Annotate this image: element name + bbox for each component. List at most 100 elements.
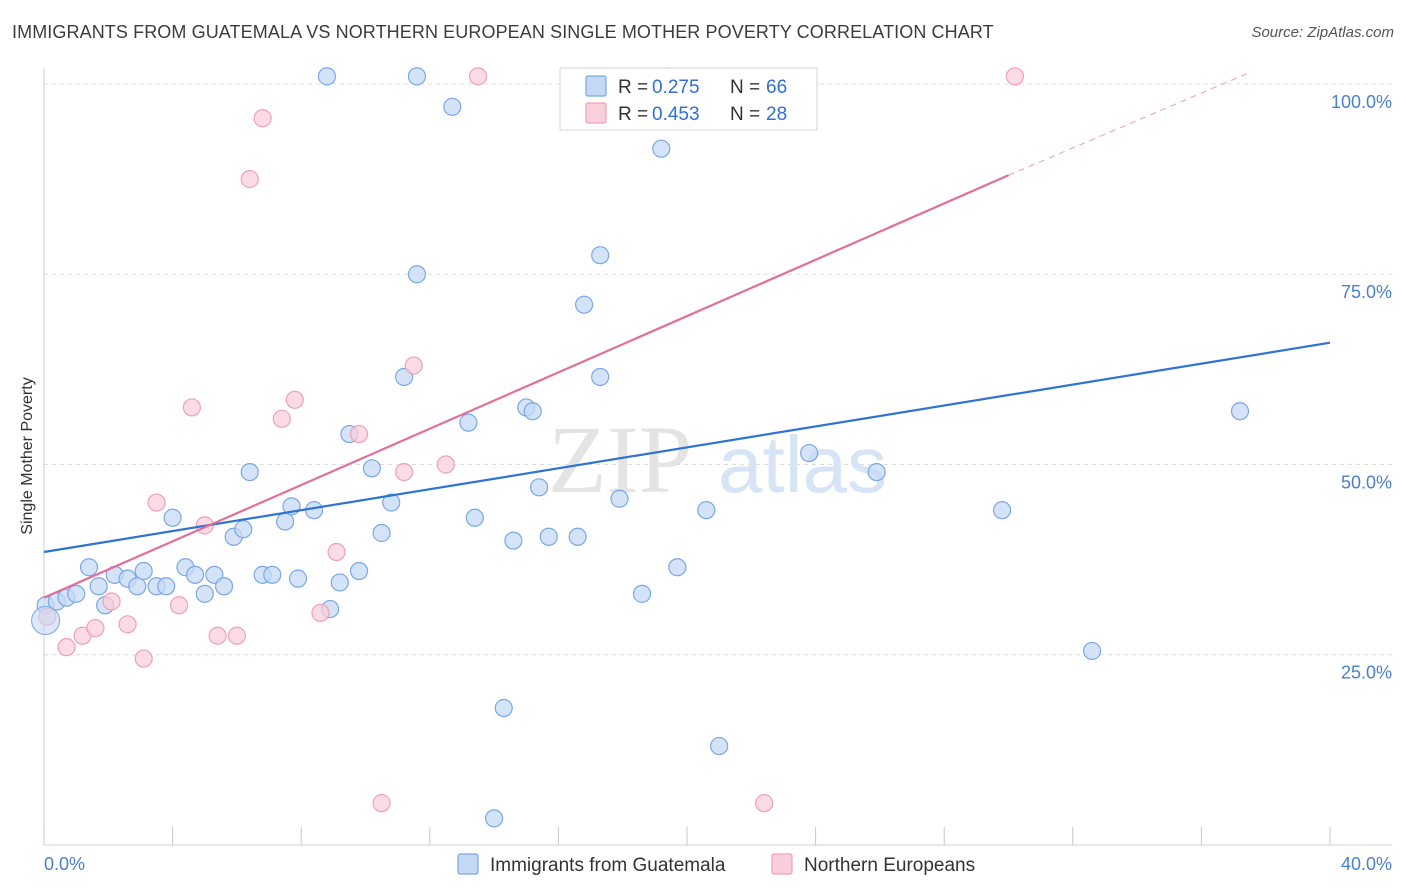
chart-title: IMMIGRANTS FROM GUATEMALA VS NORTHERN EU… — [12, 22, 994, 42]
point-northern-european — [240, 170, 259, 189]
watermark: ZIP atlas — [548, 406, 887, 513]
point-guatemala — [89, 577, 108, 596]
point-guatemala — [575, 295, 594, 314]
legend-n-value: 66 — [766, 77, 787, 98]
point-guatemala — [800, 443, 819, 463]
point-guatemala — [530, 478, 549, 497]
bottom-legend-swatch — [457, 853, 479, 875]
point-northern-european — [169, 596, 189, 615]
bottom-legend-label: Immigrants from Guatemala — [490, 855, 726, 876]
point-northern-european — [57, 638, 76, 657]
point-guatemala-cluster — [31, 605, 61, 635]
bottom-legend-label: Northern Europeans — [804, 855, 975, 876]
point-guatemala — [382, 493, 401, 512]
point-guatemala — [494, 698, 513, 718]
y-tick-label: 25.0% — [1341, 663, 1392, 683]
point-guatemala — [276, 512, 295, 531]
point-guatemala — [407, 67, 427, 86]
x-tick-label: 40.0% — [1341, 854, 1392, 874]
point-northern-european — [102, 592, 121, 611]
bottom-legend: Immigrants from Guatemala Northern Europe… — [457, 853, 975, 876]
point-guatemala — [304, 501, 324, 520]
point-guatemala — [443, 97, 462, 116]
point-guatemala — [79, 558, 99, 577]
chart-source: Source: ZipAtlas.com — [1251, 24, 1394, 41]
legend-r-value: 0.275 — [652, 77, 700, 98]
point-guatemala — [134, 561, 153, 581]
point-guatemala — [632, 584, 652, 603]
point-guatemala — [330, 573, 349, 592]
legend-swatch — [585, 75, 607, 97]
point-guatemala — [186, 565, 205, 584]
point-guatemala — [372, 523, 391, 543]
legend-r-label: R = — [618, 104, 648, 125]
point-guatemala — [1082, 641, 1102, 661]
point-guatemala — [1230, 402, 1250, 421]
tick-labels: 25.0% 50.0% 75.0% 100.0% 0.0% 40.0% — [44, 92, 1392, 874]
point-guatemala — [504, 531, 523, 550]
point-northern-european — [86, 619, 105, 638]
point-guatemala — [992, 501, 1012, 520]
point-guatemala — [591, 246, 610, 265]
point-guatemala — [697, 501, 716, 520]
point-northern-european — [147, 493, 166, 512]
point-guatemala — [465, 508, 484, 527]
point-northern-european — [755, 794, 774, 813]
point-northern-european — [436, 455, 455, 474]
point-guatemala — [67, 584, 86, 603]
point-northern-european — [118, 615, 137, 634]
y-tick-label: 75.0% — [1341, 282, 1392, 302]
point-guatemala — [610, 489, 629, 508]
axes — [43, 68, 1392, 846]
watermark-atlas: atlas — [718, 420, 887, 509]
point-northern-european — [272, 409, 292, 428]
point-guatemala — [317, 67, 337, 86]
legend-n-value: 28 — [766, 104, 787, 125]
trend-line-guatemala — [43, 341, 1331, 554]
point-guatemala — [523, 402, 542, 421]
point-northern-european — [327, 542, 346, 562]
point-guatemala — [214, 577, 234, 596]
legend-n-label: N = — [730, 104, 760, 125]
point-guatemala — [459, 413, 478, 432]
legend-r-value: 0.453 — [652, 104, 700, 125]
point-guatemala — [163, 508, 182, 527]
point-northern-european — [311, 603, 330, 622]
point-guatemala — [710, 736, 729, 756]
point-guatemala — [485, 809, 504, 828]
point-northern-european — [1005, 67, 1025, 86]
point-guatemala — [407, 265, 427, 284]
point-northern-european — [134, 649, 153, 668]
point-guatemala — [668, 558, 687, 577]
point-guatemala — [263, 565, 282, 584]
legend-swatch — [585, 102, 607, 124]
point-guatemala — [349, 561, 369, 581]
point-guatemala — [362, 459, 382, 478]
point-guatemala — [652, 139, 671, 158]
trend-line-northern-european-extension — [1008, 72, 1250, 176]
point-northern-european — [372, 794, 391, 813]
point-northern-european — [208, 626, 227, 645]
point-guatemala — [867, 462, 886, 482]
legend-n-label: N = — [730, 77, 760, 98]
point-northern-european — [182, 398, 201, 417]
y-tick-label: 100.0% — [1331, 92, 1392, 112]
point-guatemala — [591, 367, 610, 387]
point-guatemala — [539, 527, 558, 546]
point-northern-european — [468, 67, 488, 86]
data-points — [31, 67, 1250, 828]
point-guatemala — [240, 462, 259, 482]
point-northern-european — [227, 626, 246, 645]
y-tick-label: 50.0% — [1341, 472, 1392, 492]
legend: R = 0.275 N = 66 R = 0.453 N = 28 — [559, 67, 818, 131]
bottom-legend-swatch — [771, 853, 793, 875]
point-guatemala — [128, 577, 147, 596]
point-guatemala — [234, 520, 253, 539]
gridlines — [44, 83, 1392, 656]
point-northern-european — [285, 390, 304, 409]
point-northern-european — [253, 109, 272, 128]
legend-r-label: R = — [618, 77, 648, 98]
point-guatemala — [288, 569, 308, 588]
point-guatemala — [157, 577, 176, 596]
